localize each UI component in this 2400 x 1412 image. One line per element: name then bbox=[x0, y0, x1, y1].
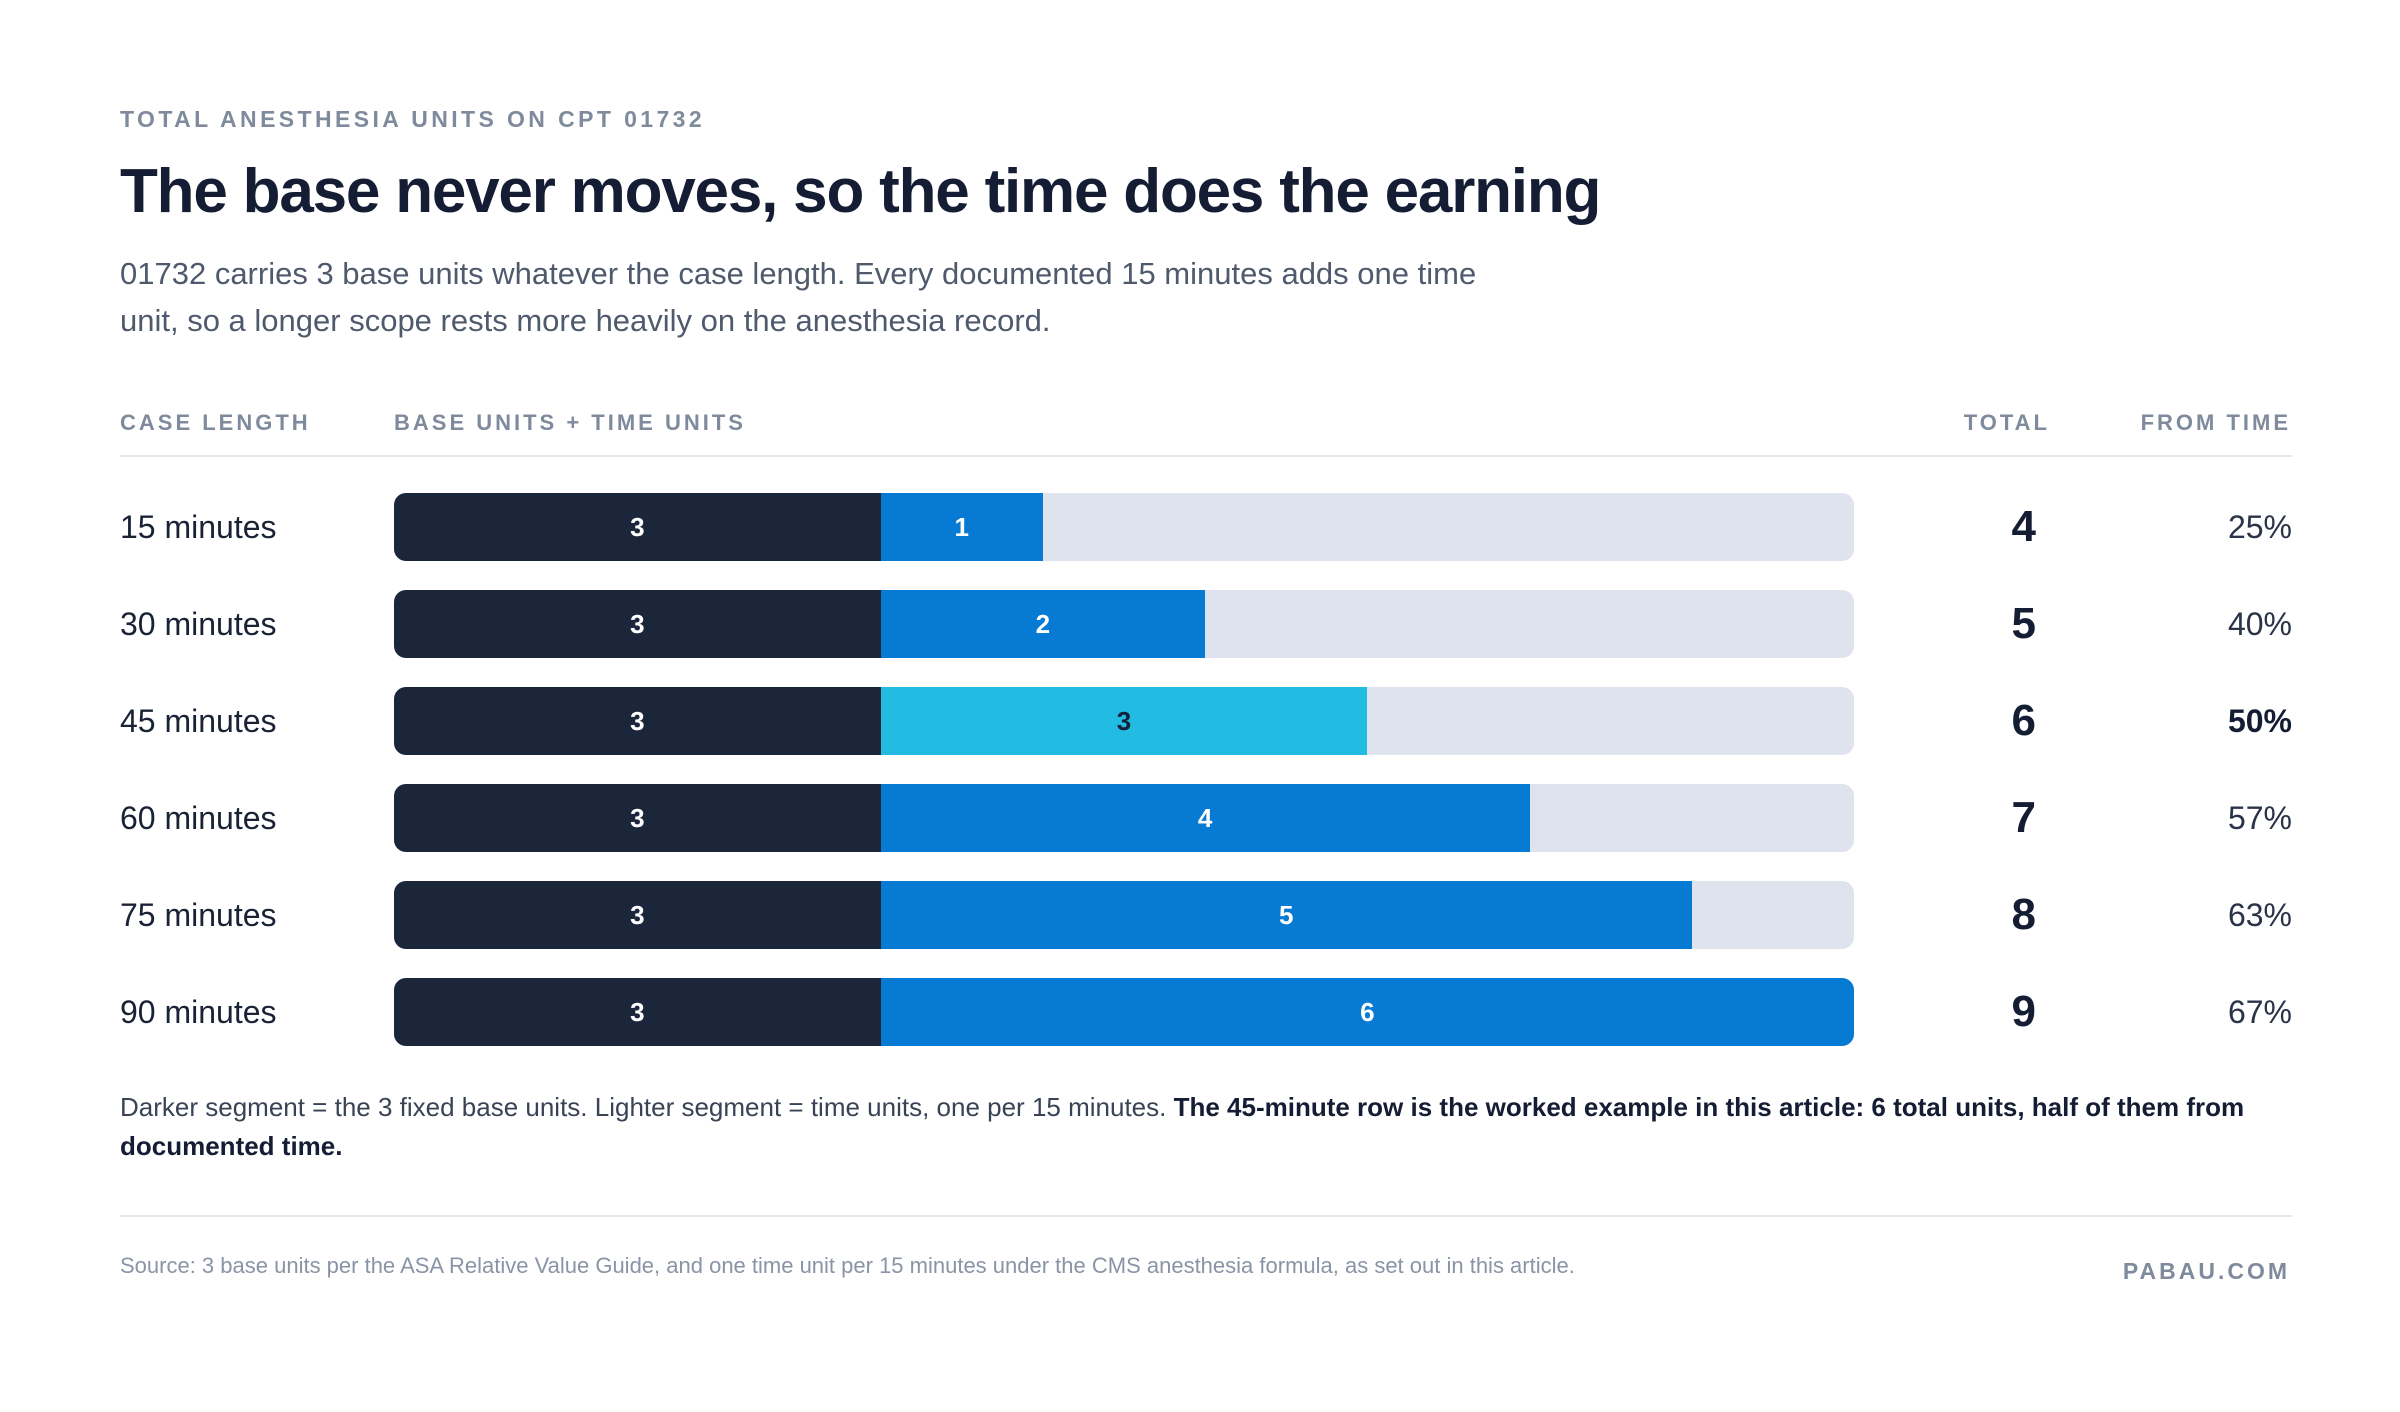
column-header-total: TOTAL bbox=[1963, 410, 2050, 435]
from-time-percent: 63% bbox=[2227, 897, 2292, 933]
base-units-bar: 3 bbox=[394, 978, 881, 1046]
base-units-bar: 3 bbox=[394, 784, 881, 852]
time-units-bar: 6 bbox=[880, 978, 1854, 1046]
category-label: 45 minutes bbox=[120, 703, 277, 739]
time-units-bar: 1 bbox=[880, 493, 1043, 561]
note-text: Darker segment = the 3 fixed base units.… bbox=[120, 1092, 1174, 1122]
chart-subtitle: 01732 carries 3 base units whatever the … bbox=[120, 256, 1477, 338]
category-label: 75 minutes bbox=[120, 897, 277, 933]
chart-row: 75 minutes 3 5 8 63% bbox=[0, 881, 2400, 949]
from-time-percent: 67% bbox=[2227, 994, 2292, 1030]
note-emphasis: The 45-minute row is the worked example … bbox=[120, 1092, 2245, 1161]
chart-row: 15 minutes 3 1 4 25% bbox=[0, 493, 2400, 561]
time-units-bar: 4 bbox=[880, 784, 1530, 852]
base-units-bar: 3 bbox=[394, 493, 881, 561]
base-units-bar: 3 bbox=[394, 881, 881, 949]
source-note: Source: 3 base units per the ASA Relativ… bbox=[120, 1253, 1575, 1278]
time-units-bar: 3 bbox=[880, 687, 1368, 755]
column-header-from-time: FROM TIME bbox=[2140, 410, 2291, 435]
base-units-bar: 3 bbox=[394, 687, 881, 755]
time-units-bar: 2 bbox=[880, 590, 1206, 658]
chart-note: Darker segment = the 3 fixed base units.… bbox=[120, 1088, 2310, 1166]
base-units-bar: 3 bbox=[394, 590, 881, 658]
chart-row: 90 minutes 3 6 9 67% bbox=[0, 978, 2400, 1046]
chart-eyebrow: TOTAL ANESTHESIA UNITS ON CPT 01732 bbox=[120, 106, 706, 132]
chart-row: 45 minutes 3 3 6 50% bbox=[0, 687, 2400, 755]
from-time-percent: 50% bbox=[2227, 703, 2292, 739]
category-label: 30 minutes bbox=[120, 606, 277, 642]
column-header-units: BASE UNITS + TIME UNITS bbox=[394, 410, 746, 435]
category-label: 15 minutes bbox=[120, 509, 277, 545]
chart-title: The base never moves, so the time does t… bbox=[120, 157, 1601, 226]
category-label: 90 minutes bbox=[120, 994, 277, 1030]
time-units-bar: 5 bbox=[880, 881, 1692, 949]
footer-divider bbox=[120, 1215, 2292, 1217]
chart-row: 60 minutes 3 4 7 57% bbox=[0, 784, 2400, 852]
from-time-percent: 57% bbox=[2227, 800, 2292, 836]
total-units-value: 9 bbox=[2011, 987, 2036, 1036]
total-units-value: 4 bbox=[2011, 502, 2036, 551]
total-units-value: 6 bbox=[2011, 696, 2036, 745]
total-units-value: 5 bbox=[2011, 599, 2036, 648]
brand-label: PABAU.COM bbox=[2122, 1258, 2290, 1284]
total-units-value: 8 bbox=[2011, 890, 2036, 939]
total-units-value: 7 bbox=[2011, 793, 2036, 842]
from-time-percent: 40% bbox=[2227, 606, 2292, 642]
from-time-percent: 25% bbox=[2227, 509, 2292, 545]
category-label: 60 minutes bbox=[120, 800, 277, 836]
header-divider bbox=[120, 455, 2292, 457]
column-header-case-length: CASE LENGTH bbox=[120, 410, 311, 435]
chart-row: 30 minutes 3 2 5 40% bbox=[0, 590, 2400, 658]
